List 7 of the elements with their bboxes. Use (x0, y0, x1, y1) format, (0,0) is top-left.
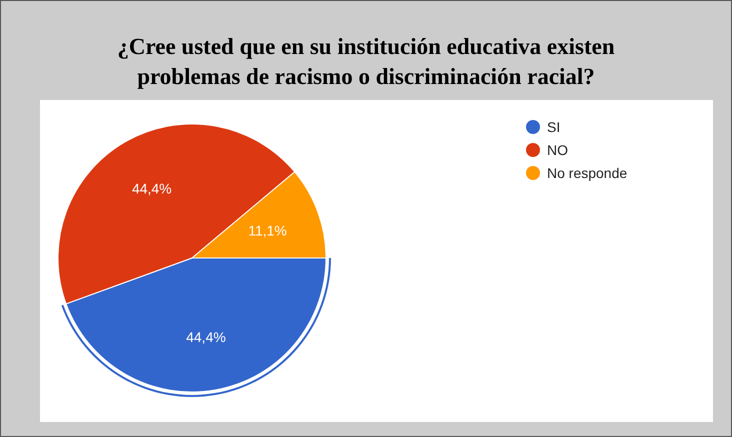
data-label: 44,4% (186, 329, 226, 346)
chart-title: ¿Cree usted que en su institución educativa existen problemas de racismo o discriminación racial? (117, 34, 615, 89)
legend-label: No responde (547, 164, 628, 181)
legend-label: NO (547, 142, 568, 158)
legend-label: SI (547, 118, 560, 135)
data-label: 11,1% (248, 222, 287, 238)
data-label: 44,4% (132, 180, 172, 196)
